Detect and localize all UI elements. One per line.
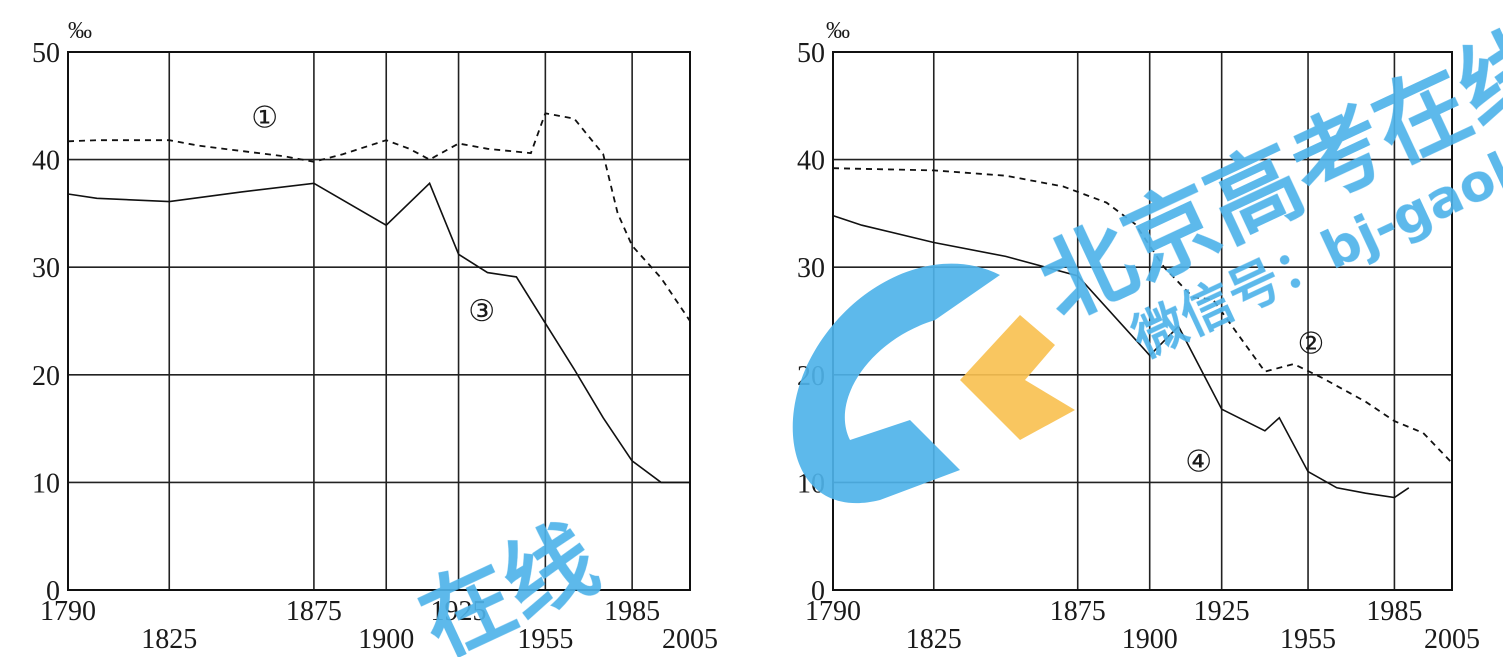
series-label: ③: [468, 294, 495, 329]
x-tick-label: 1925: [431, 596, 487, 627]
y-tick-label: 40: [32, 146, 60, 177]
series-label: ②: [1297, 326, 1324, 361]
plot-frame: [832, 51, 1453, 591]
watermark: 北京高考在线 微信号：bj-gaokao 在线: [405, 10, 1503, 657]
x-tick-label: 1790: [805, 596, 861, 627]
series-line: [67, 181, 690, 484]
x-tick-label: 1900: [1122, 624, 1178, 655]
x-tick-label: 1790: [40, 596, 96, 627]
series-line: [832, 167, 1453, 464]
chart-right: 01020304050‰1790182518751900192519551985…: [797, 18, 1480, 655]
x-tick-label: 1900: [358, 624, 414, 655]
y-tick-label: 40: [797, 146, 825, 177]
y-tick-label: 20: [32, 361, 60, 392]
y-axis-unit: ‰: [826, 18, 850, 44]
x-tick-label: 2005: [1424, 624, 1480, 655]
x-tick-label: 1825: [906, 624, 962, 655]
y-axis-unit: ‰: [68, 18, 92, 44]
y-tick-label: 30: [32, 253, 60, 284]
y-tick-label: 50: [32, 38, 60, 69]
y-tick-label: 10: [32, 468, 60, 499]
x-tick-label: 1955: [1280, 624, 1336, 655]
series-label: ①: [251, 100, 278, 135]
watermark-bottom-fragment: 在线: [405, 506, 613, 657]
x-tick-label: 1955: [517, 624, 573, 655]
series-label: ④: [1185, 445, 1212, 480]
series-line: [832, 214, 1410, 499]
x-tick-label: 1875: [286, 596, 342, 627]
x-tick-label: 1825: [141, 624, 197, 655]
y-tick-label: 0: [46, 576, 60, 607]
y-tick-label: 50: [797, 38, 825, 69]
y-tick-label: 30: [797, 253, 825, 284]
x-tick-label: 2005: [662, 624, 718, 655]
watermark-logo: [792, 263, 1075, 504]
series-line: [67, 112, 691, 322]
x-tick-label: 1985: [1366, 596, 1422, 627]
x-tick-label: 1875: [1050, 596, 1106, 627]
x-tick-label: 1985: [604, 596, 660, 627]
chart-left: 0 10 20 30 40 50 ‰ 1790 1825 1875 1900 1925 1955 1985…: [32, 18, 718, 655]
plot-frame: [67, 51, 691, 591]
y-tick-label: 0: [811, 576, 825, 607]
x-tick-label: 1925: [1194, 596, 1250, 627]
